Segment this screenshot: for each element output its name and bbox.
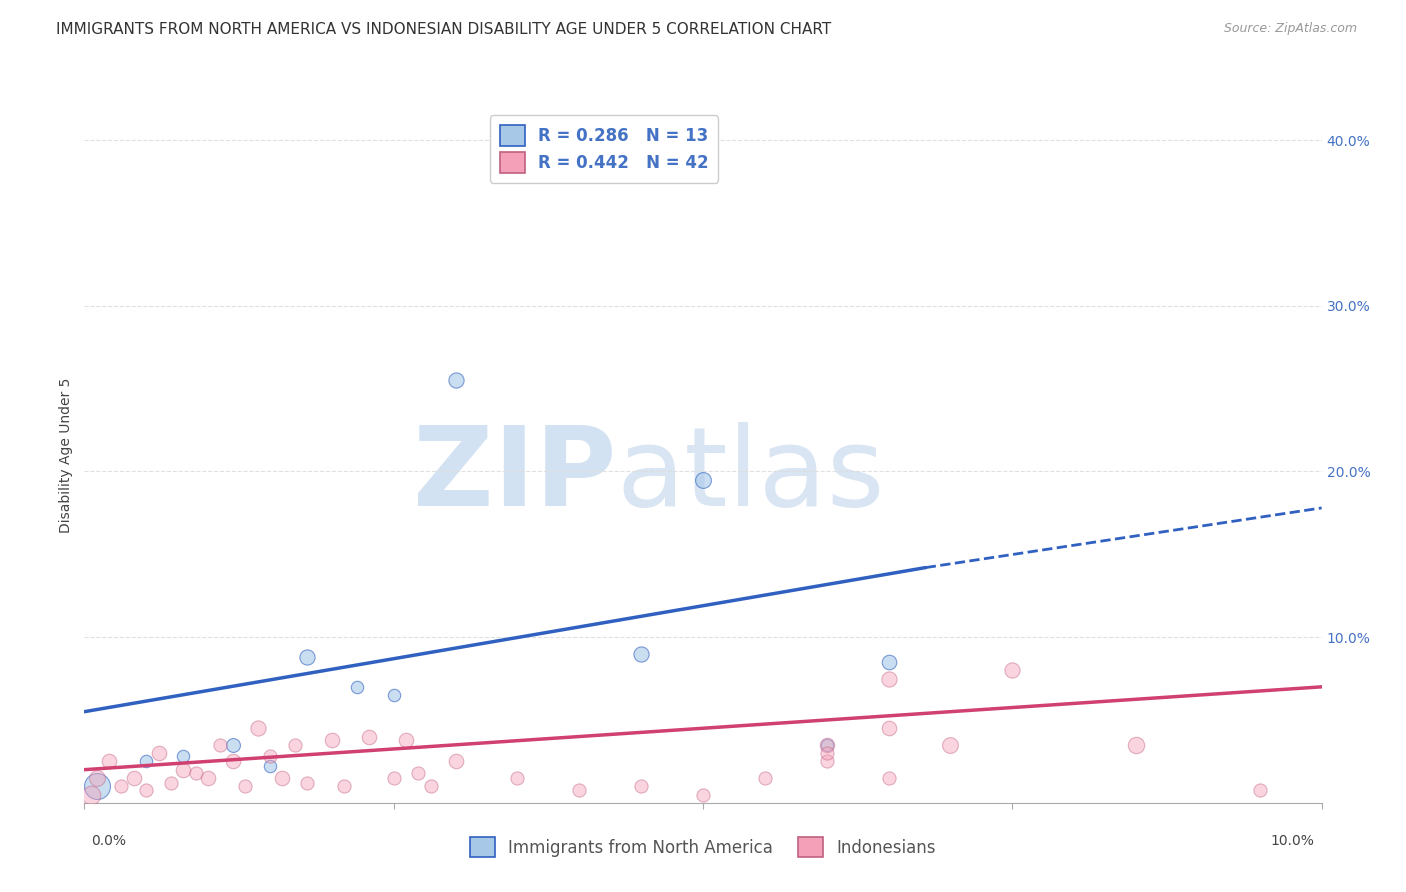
Y-axis label: Disability Age Under 5: Disability Age Under 5 <box>59 377 73 533</box>
Point <box>110 779 132 793</box>
Point <box>172 763 194 777</box>
Text: Source: ZipAtlas.com: Source: ZipAtlas.com <box>1223 22 1357 36</box>
Point <box>333 779 356 793</box>
Point <box>815 755 838 769</box>
Point <box>357 730 380 744</box>
Point <box>148 746 170 760</box>
Point <box>346 680 368 694</box>
Point <box>382 688 405 702</box>
Point <box>568 782 591 797</box>
Point <box>284 738 307 752</box>
Point <box>135 755 157 769</box>
Point <box>233 779 256 793</box>
Point <box>172 749 194 764</box>
Point <box>395 732 418 747</box>
Point <box>1249 782 1271 797</box>
Point <box>754 771 776 785</box>
Point <box>692 473 714 487</box>
Point <box>197 771 219 785</box>
Text: ZIP: ZIP <box>413 422 616 529</box>
Point <box>419 779 441 793</box>
Point <box>815 746 838 760</box>
Point <box>877 771 900 785</box>
Point <box>877 672 900 686</box>
Point <box>877 721 900 735</box>
Legend: Immigrants from North America, Indonesians: Immigrants from North America, Indonesia… <box>464 830 942 864</box>
Text: 10.0%: 10.0% <box>1271 834 1315 848</box>
Point <box>630 779 652 793</box>
Point <box>160 776 183 790</box>
Point <box>222 755 245 769</box>
Point <box>271 771 294 785</box>
Point <box>630 647 652 661</box>
Point <box>506 771 529 785</box>
Point <box>135 782 157 797</box>
Text: IMMIGRANTS FROM NORTH AMERICA VS INDONESIAN DISABILITY AGE UNDER 5 CORRELATION C: IMMIGRANTS FROM NORTH AMERICA VS INDONES… <box>56 22 831 37</box>
Text: atlas: atlas <box>616 422 884 529</box>
Point <box>877 655 900 669</box>
Point <box>295 650 318 665</box>
Point <box>79 788 101 802</box>
Point <box>295 776 318 790</box>
Point <box>246 721 269 735</box>
Text: 0.0%: 0.0% <box>91 834 127 848</box>
Point <box>444 755 467 769</box>
Point <box>382 771 405 785</box>
Point <box>122 771 145 785</box>
Point <box>98 755 121 769</box>
Point <box>815 738 838 752</box>
Point <box>86 771 108 785</box>
Point <box>815 738 838 752</box>
Point <box>444 373 467 387</box>
Point <box>222 738 245 752</box>
Point <box>1001 663 1024 677</box>
Point <box>259 749 281 764</box>
Point <box>184 766 207 780</box>
Point <box>321 732 343 747</box>
Point <box>209 738 232 752</box>
Point <box>86 779 108 793</box>
Point <box>692 788 714 802</box>
Point <box>408 766 430 780</box>
Point <box>259 759 281 773</box>
Point <box>939 738 962 752</box>
Point <box>1125 738 1147 752</box>
